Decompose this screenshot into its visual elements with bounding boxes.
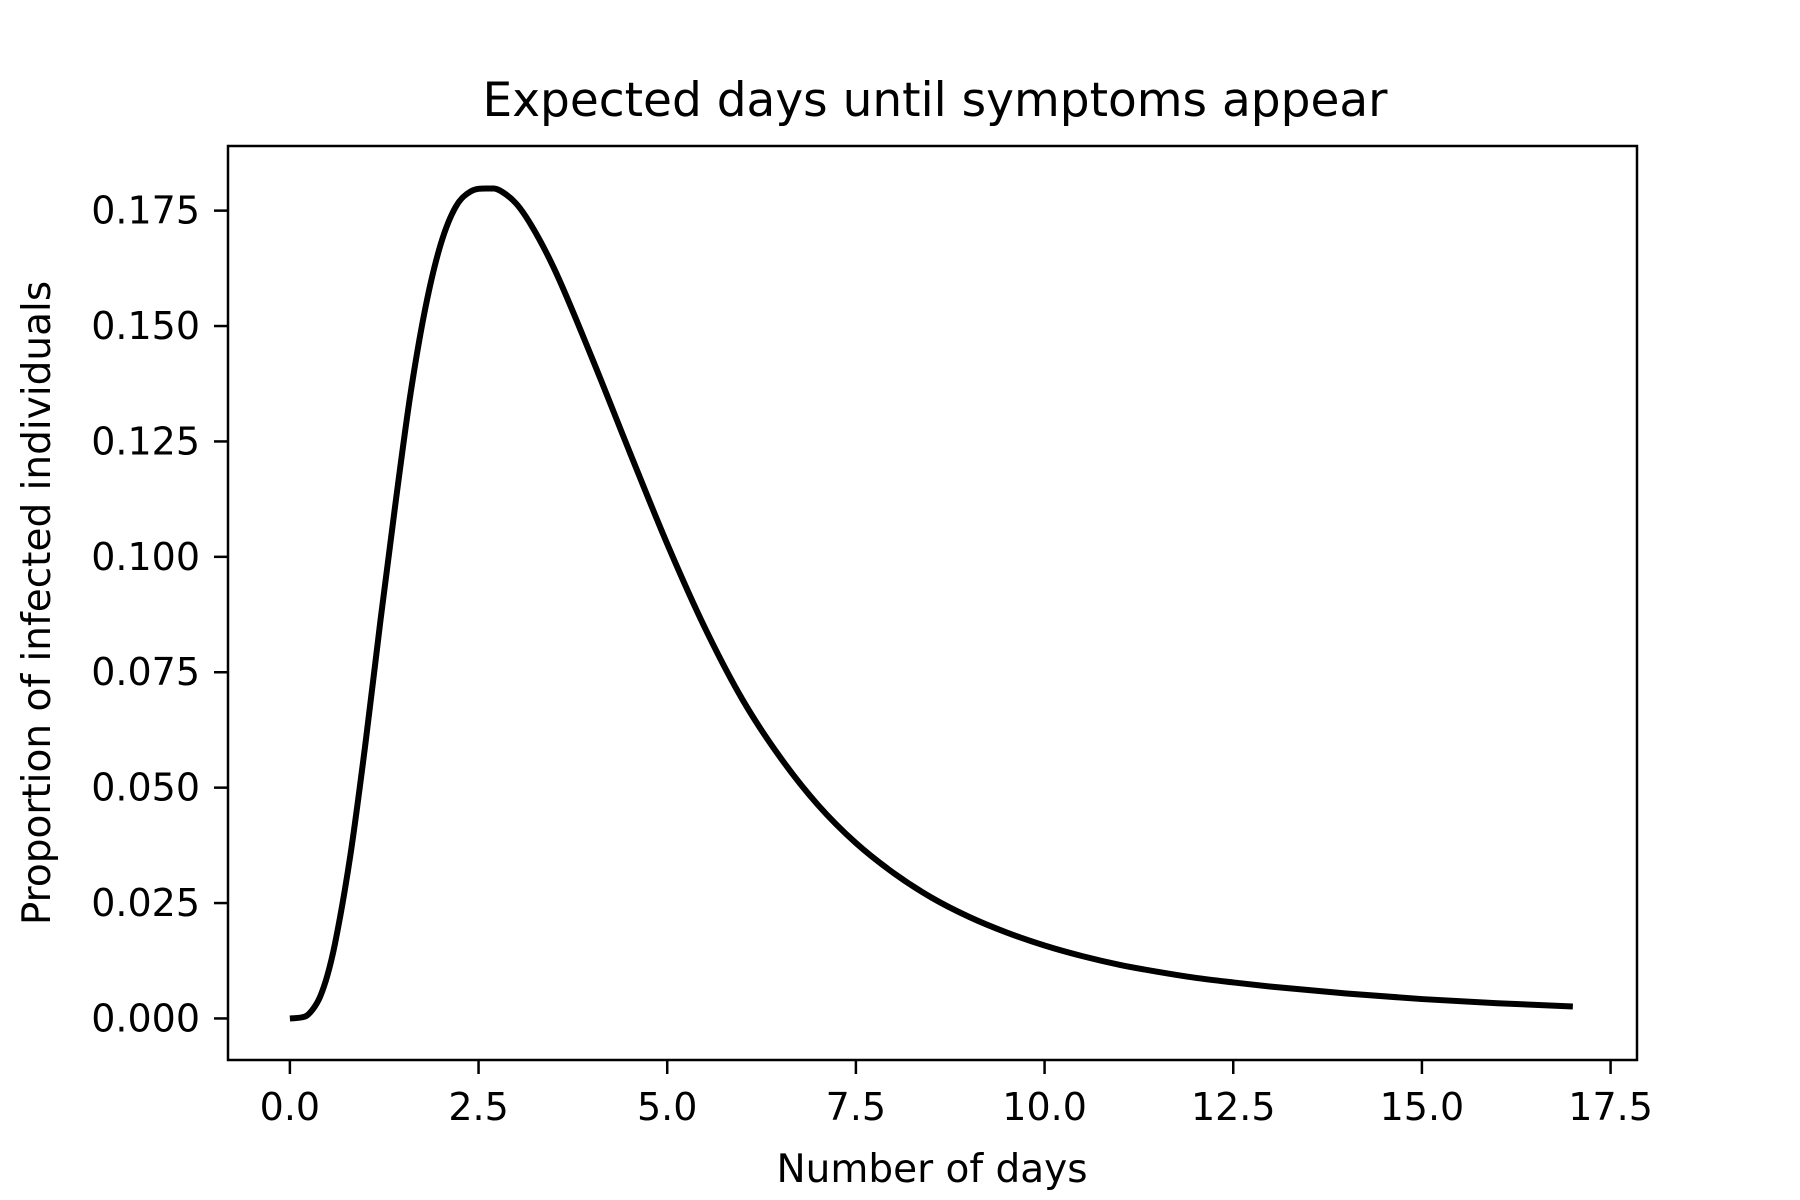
- x-tick-label: 2.5: [448, 1085, 508, 1129]
- y-tick-label: 0.175: [91, 189, 200, 233]
- y-tick-label: 0.100: [91, 535, 200, 579]
- y-tick-label: 0.125: [91, 419, 200, 463]
- x-tick-label: 12.5: [1191, 1085, 1276, 1129]
- x-tick-label: 10.0: [1002, 1085, 1087, 1129]
- x-tick-label: 17.5: [1568, 1085, 1653, 1129]
- y-tick-label: 0.000: [91, 996, 200, 1040]
- series-line: [289, 185, 1573, 1022]
- x-tick-label: 5.0: [637, 1085, 697, 1129]
- axis-ticks: 0.0 2.5 5.0 7.5 10.0 12.5 15.0 17.5 0.000 0.025 0.…: [91, 189, 1653, 1129]
- x-tick-label: 0.0: [260, 1085, 320, 1129]
- plot-frame: [226, 144, 1639, 1062]
- y-tick-label: 0.075: [91, 650, 200, 694]
- x-axis-label: Number of days: [776, 1147, 1087, 1192]
- chart-title: Expected days until symptoms appear: [483, 73, 1389, 128]
- y-axis-label: Proportion of infected individuals: [15, 281, 60, 925]
- y-tick-label: 0.150: [91, 304, 200, 348]
- y-tick-label: 0.050: [91, 766, 200, 810]
- x-tick-label: 15.0: [1380, 1085, 1465, 1129]
- y-tick-label: 0.025: [91, 881, 200, 925]
- x-tick-label: 7.5: [826, 1085, 886, 1129]
